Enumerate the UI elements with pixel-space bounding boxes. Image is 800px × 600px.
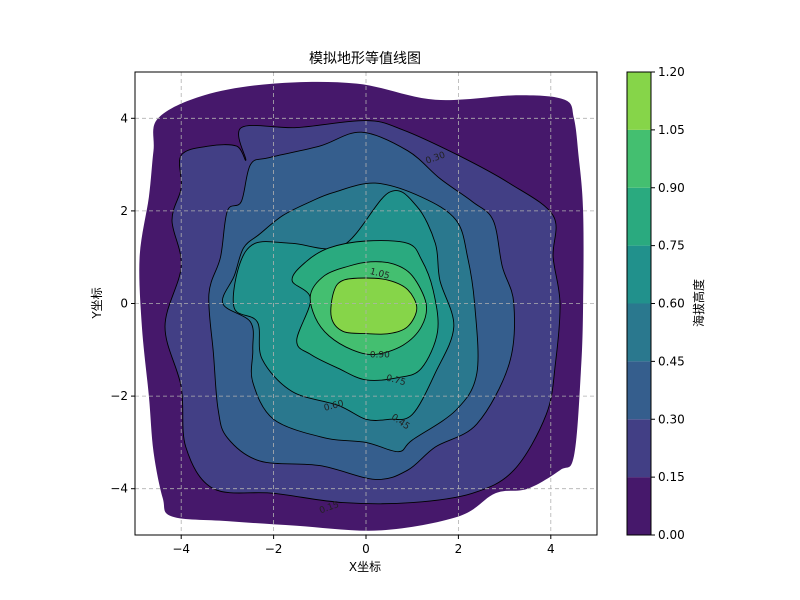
colorbar-swatch xyxy=(627,187,651,246)
colorbar-tick-label: 1.20 xyxy=(658,65,685,79)
colorbar-swatch xyxy=(627,477,651,535)
x-axis: −4 −2 0 2 4 xyxy=(172,535,555,556)
x-tick-label: −2 xyxy=(265,542,283,556)
y-tick-label: 4 xyxy=(120,111,128,125)
colorbar: 0.00 0.15 0.30 0.45 0.60 0.75 0.90 1.05 1.20 海拔高… xyxy=(626,65,706,542)
colorbar-swatches xyxy=(627,72,651,535)
colorbar-ticks: 0.00 0.15 0.30 0.45 0.60 0.75 0.90 1.05 1.20 xyxy=(651,65,685,542)
colorbar-tick-label: 0.45 xyxy=(658,354,685,368)
y-tick-label: −2 xyxy=(110,389,128,403)
chart-title: 模拟地形等值线图 xyxy=(309,50,421,67)
colorbar-tick-label: 0.30 xyxy=(658,412,685,426)
plot-area: 0.150.300.450.600.750.901.05 xyxy=(134,71,598,536)
y-tick-label: 0 xyxy=(120,297,128,311)
contour-region-1-05 xyxy=(330,277,418,335)
contour-regions xyxy=(139,81,584,531)
colorbar-swatch xyxy=(627,361,651,420)
colorbar-swatch xyxy=(627,72,651,130)
y-tick-label: 2 xyxy=(120,204,128,218)
colorbar-swatch xyxy=(627,129,651,188)
colorbar-label: 海拔高度 xyxy=(691,279,706,327)
x-tick-label: 0 xyxy=(362,542,370,556)
y-axis-label: Y坐标 xyxy=(90,287,104,319)
colorbar-swatch xyxy=(627,303,651,362)
colorbar-tick-label: 0.75 xyxy=(658,239,685,253)
y-tick-label: −4 xyxy=(110,482,128,496)
x-tick-label: 4 xyxy=(547,542,555,556)
x-tick-label: 2 xyxy=(455,542,463,556)
contour-label: 0.90 xyxy=(370,350,390,360)
colorbar-tick-label: 0.60 xyxy=(658,297,685,311)
gridlines xyxy=(135,72,597,535)
colorbar-tick-label: 0.15 xyxy=(658,470,685,484)
colorbar-swatch xyxy=(627,245,651,304)
colorbar-swatch xyxy=(627,419,651,478)
colorbar-tick-label: 0.00 xyxy=(658,528,685,542)
colorbar-tick-label: 0.90 xyxy=(658,181,685,195)
x-tick-label: −4 xyxy=(172,542,190,556)
colorbar-tick-label: 1.05 xyxy=(658,123,685,137)
contour-label: 0.75 xyxy=(385,373,407,388)
x-axis-label: X坐标 xyxy=(349,560,381,574)
y-axis: −4 −2 0 2 4 xyxy=(110,111,135,496)
